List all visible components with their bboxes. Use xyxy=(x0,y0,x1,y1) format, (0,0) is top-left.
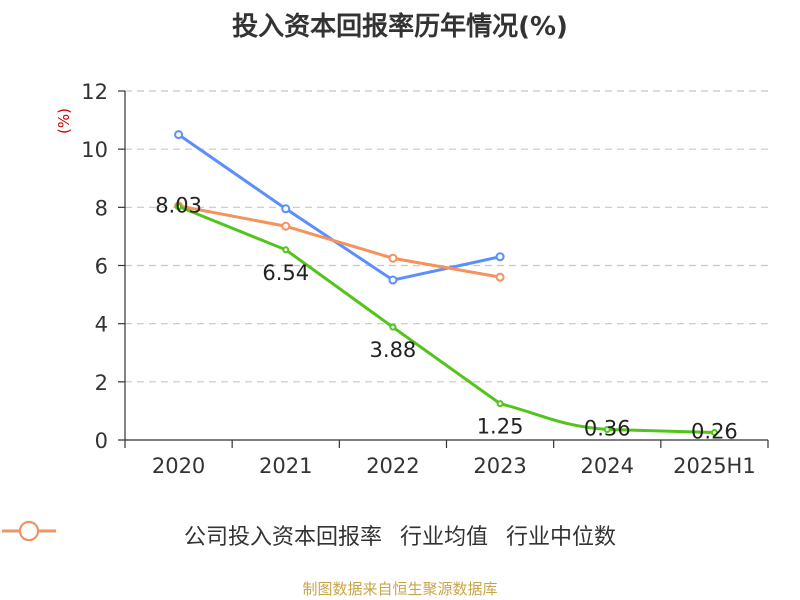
x-tick-label: 2023 xyxy=(473,454,526,478)
y-tick-label: 6 xyxy=(95,255,108,279)
source-note: 制图数据来自恒生聚源数据库 xyxy=(302,580,498,598)
legend-label-company: 公司投入资本回报率 xyxy=(183,525,382,550)
data-point xyxy=(175,202,183,210)
data-point xyxy=(496,400,504,408)
series-line-industry-median xyxy=(178,204,501,279)
data-label: 0.36 xyxy=(584,417,631,441)
y-tick-label: 8 xyxy=(95,196,108,220)
x-tick-label: 2020 xyxy=(152,454,205,478)
data-label: 3.88 xyxy=(370,338,417,362)
data-label: 0.26 xyxy=(691,419,738,443)
data-label: 1.25 xyxy=(477,415,524,439)
x-tick-label: 2022 xyxy=(366,454,419,478)
y-tick-label: 12 xyxy=(81,80,108,104)
data-label: 6.54 xyxy=(262,261,309,285)
data-point xyxy=(389,323,397,331)
data-point xyxy=(174,130,184,140)
data-point xyxy=(495,252,505,262)
data-label: 8.03 xyxy=(155,193,202,217)
legend-label-industry-median: 行业中位数 xyxy=(506,525,617,550)
y-tick-label: 4 xyxy=(95,313,108,337)
data-point xyxy=(388,253,398,263)
legend-item-company[interactable]: 公司投入资本回报率 xyxy=(2,519,382,551)
chart-title: 投入资本回报率历年情况(%) xyxy=(232,12,568,42)
legend: 公司投入资本回报率 行业均值 行业中位数 xyxy=(0,519,800,551)
data-point xyxy=(603,426,611,434)
legend-swatch-industry-median-icon xyxy=(2,521,56,541)
x-tick-label: 2025H1 xyxy=(673,454,756,478)
data-point xyxy=(710,428,718,436)
y-tick-label: 0 xyxy=(95,429,108,453)
series-2 xyxy=(174,201,505,282)
legend-item-industry-mean[interactable]: 行业均值 xyxy=(2,519,488,551)
data-point xyxy=(282,246,290,254)
data-point xyxy=(281,204,291,214)
y-tick-label: 10 xyxy=(81,138,108,162)
y-tick-label: 2 xyxy=(95,371,108,395)
x-tick-label: 2021 xyxy=(259,454,312,478)
data-point xyxy=(281,221,291,231)
legend-label-industry-mean: 行业均值 xyxy=(399,525,488,550)
legend-item-industry-median[interactable]: 行业中位数 xyxy=(2,519,617,551)
series-line-company xyxy=(178,205,715,434)
x-tick-label: 2024 xyxy=(581,454,634,478)
series-0 xyxy=(175,202,718,436)
data-point xyxy=(495,272,505,282)
data-point xyxy=(388,275,398,285)
